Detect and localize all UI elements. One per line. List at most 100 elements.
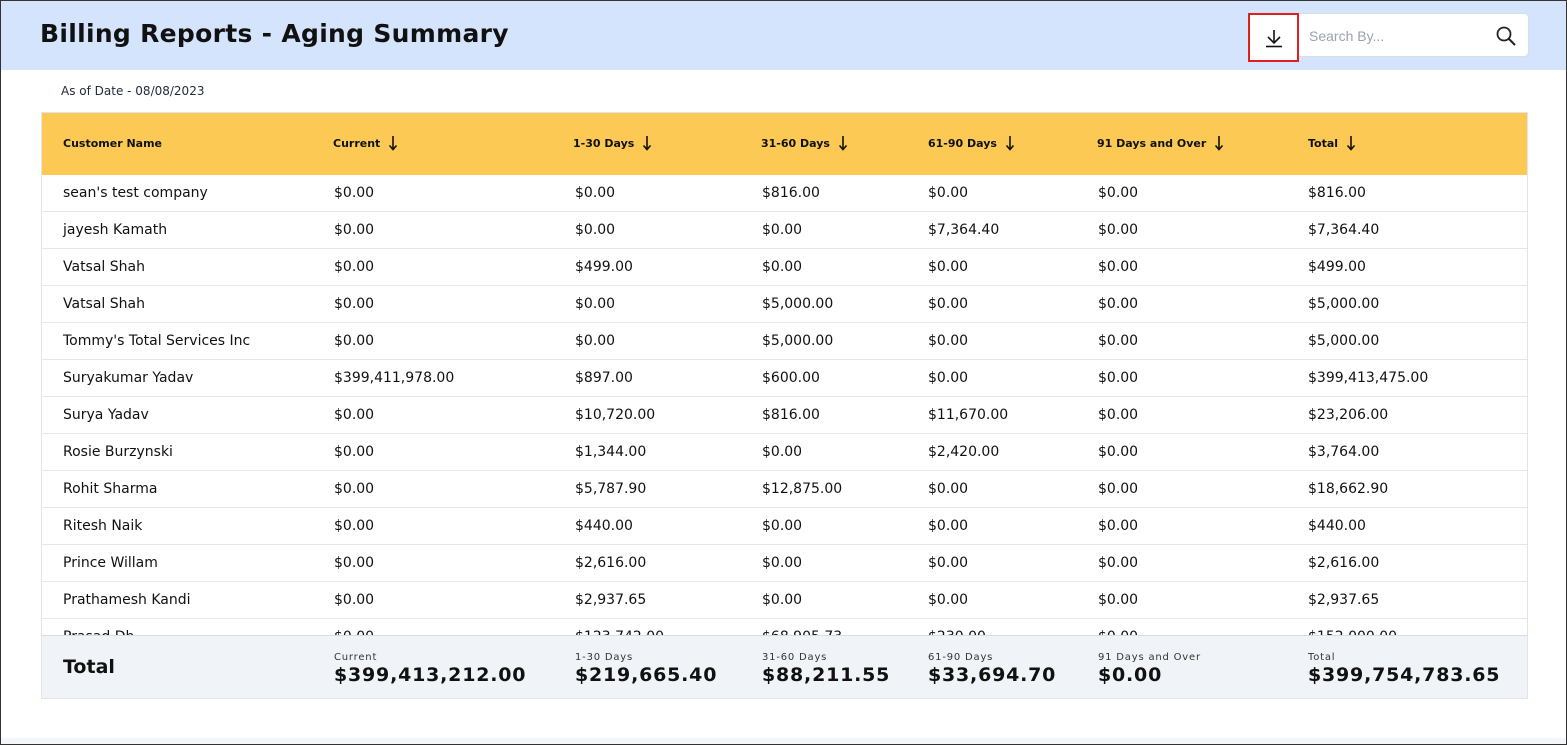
table-row[interactable]: Surya Yadav $0.00 $10,720.00 $816.00 $11,670… — [42, 397, 1527, 434]
table-row[interactable]: Prince Willam $0.00 $2,616.00 $0.00 $0.00 $0.… — [42, 545, 1527, 582]
cell-total: $399,413,475.00 — [1308, 370, 1429, 386]
cell-31-60-days: $816.00 — [762, 185, 820, 201]
cell-61-90-days: $0.00 — [928, 185, 969, 201]
cell-31-60-days: $68,905.73 — [762, 629, 842, 635]
cell-customer-name: Vatsal Shah — [63, 259, 145, 275]
table-row[interactable]: Suryakumar Yadav $399,411,978.00 $897.00 $6… — [42, 360, 1527, 397]
cell-1-30-days: $10,720.00 — [575, 407, 656, 423]
table-row[interactable]: Rohit Sharma $0.00 $5,787.90 $12,875.00 $0.0… — [42, 471, 1527, 508]
cell-61-90-days: $0.00 — [928, 481, 969, 497]
cell-1-30-days: $499.00 — [575, 259, 633, 275]
cell-1-30-days: $1,344.00 — [575, 444, 647, 460]
cell-91-days-and-over: $0.00 — [1098, 259, 1139, 275]
table-row[interactable]: Tommy's Total Services Inc $0.00 $0.00 $5,0… — [42, 323, 1527, 360]
cell-61-90-days: $0.00 — [928, 555, 969, 571]
cell-1-30-days: $0.00 — [575, 222, 616, 238]
cell-total: $7,364.40 — [1308, 222, 1380, 238]
cell-61-90-days: $0.00 — [928, 518, 969, 534]
cell-1-30-days: $2,937.65 — [575, 592, 647, 608]
cell-1-30-days: $897.00 — [575, 370, 633, 386]
cell-1-30-days: $0.00 — [575, 296, 616, 312]
sort-arrow-icon[interactable] — [642, 135, 652, 151]
cell-current: $0.00 — [334, 444, 375, 460]
table-row[interactable]: Prasad Dh... $0.00 $123,742.00 $68,905.73 $2… — [42, 619, 1527, 635]
search-icon[interactable] — [1495, 25, 1517, 47]
search-input[interactable] — [1309, 24, 1489, 48]
search-box — [1299, 13, 1529, 57]
cell-91-days-and-over: $0.00 — [1098, 592, 1139, 608]
download-icon — [1265, 29, 1282, 47]
as-of-date: As of Date - 08/08/2023 — [61, 84, 205, 98]
table-row[interactable]: Vatsal Shah $0.00 $0.00 $5,000.00 $0.00 $0.00… — [42, 286, 1527, 323]
cell-31-60-days: $5,000.00 — [762, 333, 834, 349]
cell-61-90-days: $7,364.40 — [928, 222, 1000, 238]
table-body: sean's test company $0.00 $0.00 $816.00 $0.0… — [42, 175, 1527, 635]
table-row[interactable]: sean's test company $0.00 $0.00 $816.00 $0.0… — [42, 175, 1527, 212]
cell-total: $5,000.00 — [1308, 333, 1380, 349]
cell-31-60-days: $0.00 — [762, 592, 803, 608]
column-header-91-days-and-over[interactable]: 91 Days and Over — [1097, 135, 1224, 151]
table-row[interactable]: Prathamesh Kandi $0.00 $2,937.65 $0.00 $0.00… — [42, 582, 1527, 619]
cell-customer-name: Rosie Burzynski — [63, 444, 173, 460]
column-header-61-90-days[interactable]: 61-90 Days — [928, 135, 1015, 151]
cell-1-30-days: $440.00 — [575, 518, 633, 534]
cell-31-60-days: $816.00 — [762, 407, 820, 423]
table-footer-totals: Total Current $399,413,212.00 1-30 Days … — [42, 635, 1527, 698]
footer-total-grand: Total $399,754,783.65 — [1308, 652, 1501, 686]
table-row[interactable]: Rosie Burzynski $0.00 $1,344.00 $0.00 $2,420… — [42, 434, 1527, 471]
column-header-current[interactable]: Current — [333, 135, 398, 151]
cell-current: $0.00 — [334, 296, 375, 312]
table-row[interactable]: jayesh Kamath $0.00 $0.00 $0.00 $7,364.40 $0.… — [42, 212, 1527, 249]
cell-91-days-and-over: $0.00 — [1098, 370, 1139, 386]
cell-91-days-and-over: $0.00 — [1098, 518, 1139, 534]
table-row[interactable]: Vatsal Shah $0.00 $499.00 $0.00 $0.00 $0.00 $4… — [42, 249, 1527, 286]
cell-current: $0.00 — [334, 629, 374, 635]
cell-1-30-days: $123,742.00 — [575, 629, 664, 635]
cell-61-90-days: $0.00 — [928, 333, 969, 349]
cell-61-90-days: $230.00 — [928, 629, 986, 635]
sort-arrow-icon[interactable] — [1346, 135, 1356, 151]
footer-total-91-days-and-over: 91 Days and Over $0.00 — [1098, 652, 1201, 686]
cell-customer-name: Prince Willam — [63, 555, 158, 571]
cell-customer-name: sean's test company — [63, 185, 208, 201]
cell-31-60-days: $5,000.00 — [762, 296, 834, 312]
cell-customer-name: Rohit Sharma — [63, 481, 158, 497]
sort-arrow-icon[interactable] — [1214, 135, 1224, 151]
sort-arrow-icon[interactable] — [838, 135, 848, 151]
footer-total-current: Current $399,413,212.00 — [334, 652, 527, 686]
footer-total-label: Total — [63, 656, 115, 678]
sort-arrow-icon[interactable] — [1005, 135, 1015, 151]
cell-91-days-and-over: $0.00 — [1098, 185, 1139, 201]
cell-current: $399,411,978.00 — [334, 370, 455, 386]
cell-61-90-days: $0.00 — [928, 370, 969, 386]
cell-total: $3,764.00 — [1308, 444, 1380, 460]
sort-arrow-icon[interactable] — [388, 135, 398, 151]
column-header-31-60-days[interactable]: 31-60 Days — [761, 135, 848, 151]
column-header-total[interactable]: Total — [1308, 135, 1356, 151]
cell-31-60-days: $0.00 — [762, 259, 803, 275]
cell-current: $0.00 — [334, 333, 375, 349]
cell-total: $816.00 — [1308, 185, 1366, 201]
cell-31-60-days: $0.00 — [762, 444, 803, 460]
cell-91-days-and-over: $0.00 — [1098, 629, 1138, 635]
table-row[interactable]: Ritesh Naik $0.00 $440.00 $0.00 $0.00 $0.00 $4… — [42, 508, 1527, 545]
cell-current: $0.00 — [334, 481, 375, 497]
cell-current: $0.00 — [334, 185, 375, 201]
cell-total: $18,662.90 — [1308, 481, 1389, 497]
cell-total: $2,616.00 — [1308, 555, 1380, 571]
cell-total: $23,206.00 — [1308, 407, 1389, 423]
cell-31-60-days: $0.00 — [762, 518, 803, 534]
cell-total: $440.00 — [1308, 518, 1366, 534]
cell-current: $0.00 — [334, 407, 375, 423]
cell-current: $0.00 — [334, 518, 375, 534]
cell-61-90-days: $0.00 — [928, 592, 969, 608]
cell-customer-name: Tommy's Total Services Inc — [63, 333, 251, 349]
footer-total-1-30-days: 1-30 Days $219,665.40 — [575, 652, 718, 686]
cell-1-30-days: $2,616.00 — [575, 555, 647, 571]
bottom-strip — [1, 738, 1566, 744]
cell-91-days-and-over: $0.00 — [1098, 296, 1139, 312]
cell-31-60-days: $600.00 — [762, 370, 820, 386]
cell-customer-name: Ritesh Naik — [63, 518, 143, 534]
download-button[interactable] — [1248, 13, 1299, 62]
column-header-1-30-days[interactable]: 1-30 Days — [573, 135, 652, 151]
